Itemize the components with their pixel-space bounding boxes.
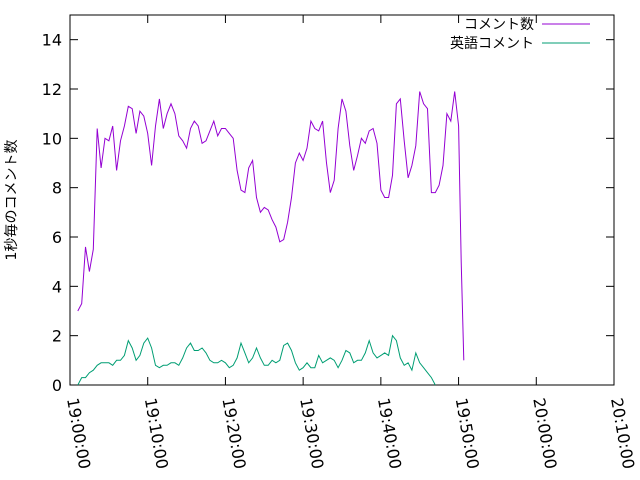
plot-frame <box>69 14 615 386</box>
x-tick-label: 20:10:00 <box>607 396 638 470</box>
ticks-layer: 0 2 4 6 8 10 12 14 19:00:00 19:10:00 19:20:00 19:30… <box>42 15 638 470</box>
y-tick-label: 6 <box>52 228 62 247</box>
y-tick-label: 0 <box>52 376 62 395</box>
y-tick-label: 10 <box>42 129 62 148</box>
series-line <box>77 91 465 361</box>
legend-label: コメント数 <box>464 17 534 33</box>
series-layer <box>77 91 465 386</box>
x-tick-label: 19:30:00 <box>296 396 327 470</box>
y-tick-label: 8 <box>52 179 62 198</box>
series-line <box>77 334 436 386</box>
x-tick-label: 19:00:00 <box>63 396 94 470</box>
x-tick-label: 19:40:00 <box>374 396 405 470</box>
x-tick-label: 19:20:00 <box>218 396 249 470</box>
y-tick-label: 14 <box>42 31 62 50</box>
x-tick-label: 19:50:00 <box>452 396 483 470</box>
y-axis-label: 1秒毎のコメント数 <box>4 140 20 261</box>
y-tick-label: 12 <box>42 80 62 99</box>
y-tick-label: 4 <box>52 277 62 296</box>
legend-label: 英語コメント <box>450 35 534 52</box>
x-tick-label: 19:10:00 <box>141 396 172 470</box>
y-tick-label: 2 <box>52 327 62 346</box>
x-tick-label: 20:00:00 <box>529 396 560 470</box>
